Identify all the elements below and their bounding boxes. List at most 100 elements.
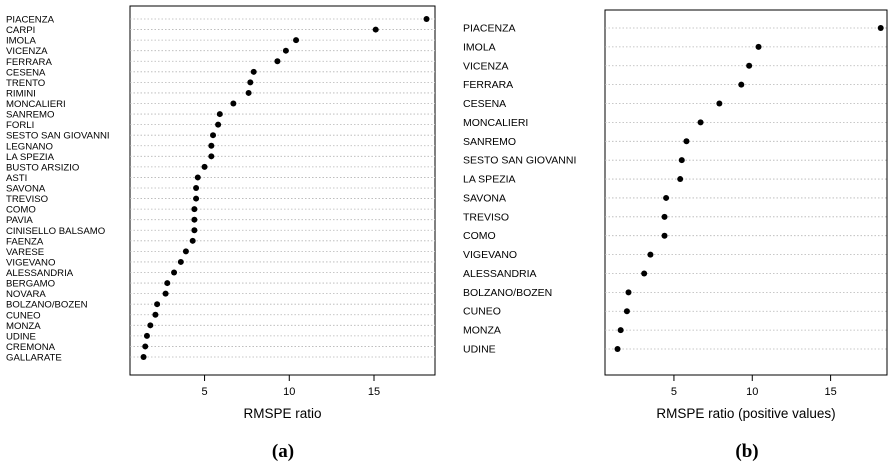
- data-point: [663, 194, 670, 201]
- data-point: [661, 232, 668, 239]
- data-point: [677, 176, 684, 183]
- category-label: LEGNANO: [6, 141, 53, 152]
- category-label: FORLI: [6, 120, 34, 131]
- data-point: [746, 62, 753, 69]
- data-point: [191, 216, 198, 223]
- x-tick-label: 10: [746, 386, 758, 398]
- category-label: IMOLA: [463, 41, 496, 53]
- category-label: CUNEO: [6, 310, 41, 321]
- data-point: [274, 58, 281, 65]
- category-label: PIACENZA: [6, 15, 55, 26]
- category-label: BOLZANO/BOZEN: [6, 300, 88, 311]
- category-label: PAVIA: [6, 215, 33, 226]
- category-label: VARESE: [6, 247, 44, 258]
- data-point: [162, 290, 169, 297]
- data-point: [250, 68, 257, 75]
- category-label: RIMINI: [6, 88, 36, 99]
- category-label: SESTO SAN GIOVANNI: [463, 155, 576, 167]
- category-label: CESENA: [463, 98, 506, 110]
- panel-label: (a): [272, 441, 294, 462]
- data-point: [143, 332, 150, 339]
- data-point: [216, 111, 223, 118]
- data-point: [189, 237, 196, 244]
- category-label: CINISELLO BALSAMO: [6, 226, 105, 237]
- category-label: UDINE: [463, 344, 496, 356]
- x-axis-title: RMSPE ratio: [243, 406, 321, 421]
- category-label: UDINE: [6, 331, 36, 342]
- category-label: CARPI: [6, 25, 35, 36]
- category-label: FERRARA: [463, 79, 513, 91]
- data-point: [208, 153, 215, 160]
- data-point: [625, 289, 632, 296]
- category-label: VICENZA: [6, 46, 48, 57]
- category-label: ALESSANDRIA: [463, 268, 537, 280]
- data-point: [142, 343, 149, 350]
- x-tick-label: 10: [283, 386, 295, 398]
- plot-frame: [604, 9, 888, 376]
- category-label: CESENA: [6, 67, 46, 78]
- category-label: TRENTO: [6, 78, 45, 89]
- category-label: COMO: [463, 230, 496, 242]
- x-tick-label: 15: [824, 386, 836, 398]
- category-label: SAVONA: [463, 192, 506, 204]
- chart-panel-b: PIACENZA IMOLA VICENZA FERRARA CESENA MONCALI…: [463, 9, 888, 462]
- category-label: FAENZA: [6, 236, 44, 247]
- data-point: [191, 227, 198, 234]
- data-point: [245, 89, 252, 96]
- plot-frame: [129, 5, 436, 376]
- data-point: [877, 25, 884, 31]
- category-label: BERGAMO: [6, 279, 55, 290]
- category-label: LA SPEZIA: [463, 174, 516, 186]
- data-point: [208, 142, 215, 149]
- data-point: [372, 26, 379, 33]
- data-point: [177, 258, 184, 265]
- x-axis-title: RMSPE ratio (positive values): [656, 406, 835, 421]
- category-label: VIGEVANO: [463, 249, 517, 261]
- data-point: [738, 81, 745, 88]
- category-label: FERRARA: [6, 57, 52, 68]
- category-label: SAVONA: [6, 184, 46, 195]
- x-tick-label: 5: [671, 386, 677, 398]
- data-point: [716, 100, 723, 107]
- category-label: IMOLA: [6, 36, 36, 47]
- x-tick-label: 15: [368, 386, 380, 398]
- category-label: CREMONA: [6, 342, 56, 353]
- data-point: [164, 280, 171, 287]
- data-point: [191, 206, 198, 213]
- category-label: TREVISO: [6, 194, 48, 205]
- category-label: VIGEVANO: [6, 257, 55, 268]
- data-point: [140, 354, 147, 360]
- category-label: ALESSANDRIA: [6, 268, 74, 279]
- category-label: VICENZA: [463, 60, 509, 72]
- data-point: [171, 269, 178, 276]
- category-label: MONZA: [6, 321, 41, 332]
- category-label: SESTO SAN GIOVANNI: [6, 131, 110, 142]
- data-point: [617, 327, 624, 334]
- data-point: [614, 346, 621, 352]
- data-point: [194, 174, 201, 181]
- category-label: MONCALIERI: [463, 117, 528, 129]
- data-point: [182, 248, 189, 255]
- category-label: SANREMO: [463, 136, 516, 148]
- category-label: MONZA: [463, 325, 501, 337]
- panel-label: (b): [735, 441, 758, 462]
- data-point: [641, 270, 648, 277]
- data-point: [683, 138, 690, 145]
- data-point: [201, 163, 208, 170]
- data-point: [647, 251, 654, 258]
- data-point: [697, 119, 704, 126]
- category-label: GALLARATE: [6, 353, 62, 364]
- data-point: [678, 157, 685, 164]
- category-label: PIACENZA: [463, 23, 516, 35]
- category-label: ASTI: [6, 173, 27, 184]
- data-point: [230, 100, 237, 107]
- data-point: [154, 301, 161, 308]
- data-point: [193, 195, 200, 202]
- category-label: COMO: [6, 205, 36, 216]
- data-point: [210, 132, 217, 139]
- data-point: [193, 185, 200, 191]
- category-label: BUSTO ARSIZIO: [6, 162, 79, 173]
- data-point: [423, 16, 430, 22]
- category-label: BOLZANO/BOZEN: [463, 287, 552, 299]
